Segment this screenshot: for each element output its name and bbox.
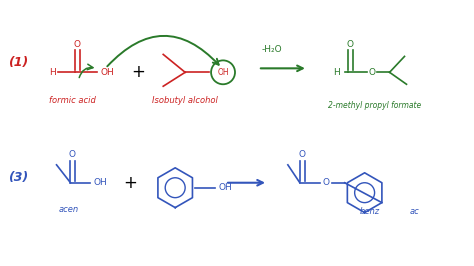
Text: (3): (3) [9,171,29,184]
Text: +: + [123,174,137,192]
Text: O: O [322,178,329,187]
Text: O: O [368,68,375,77]
Text: OH: OH [93,178,107,187]
Text: +: + [131,63,145,81]
Text: Isobutyl alcohol: Isobutyl alcohol [152,96,218,105]
Text: O: O [74,40,81,49]
Text: 2-methyl propyl formate: 2-methyl propyl formate [328,101,421,110]
Text: O: O [346,40,353,49]
Text: OH: OH [218,183,232,192]
Text: OH: OH [217,68,229,77]
Text: formic acid: formic acid [49,96,96,105]
Text: O: O [69,150,76,159]
Text: (1): (1) [9,56,29,69]
Text: H: H [49,68,56,77]
Text: -H₂O: -H₂O [262,45,282,55]
Text: OH: OH [100,68,114,77]
Text: ac: ac [410,207,419,216]
Text: benz: benz [360,207,380,216]
Text: acen: acen [58,205,79,214]
Text: O: O [298,150,305,159]
Text: H: H [333,68,340,77]
